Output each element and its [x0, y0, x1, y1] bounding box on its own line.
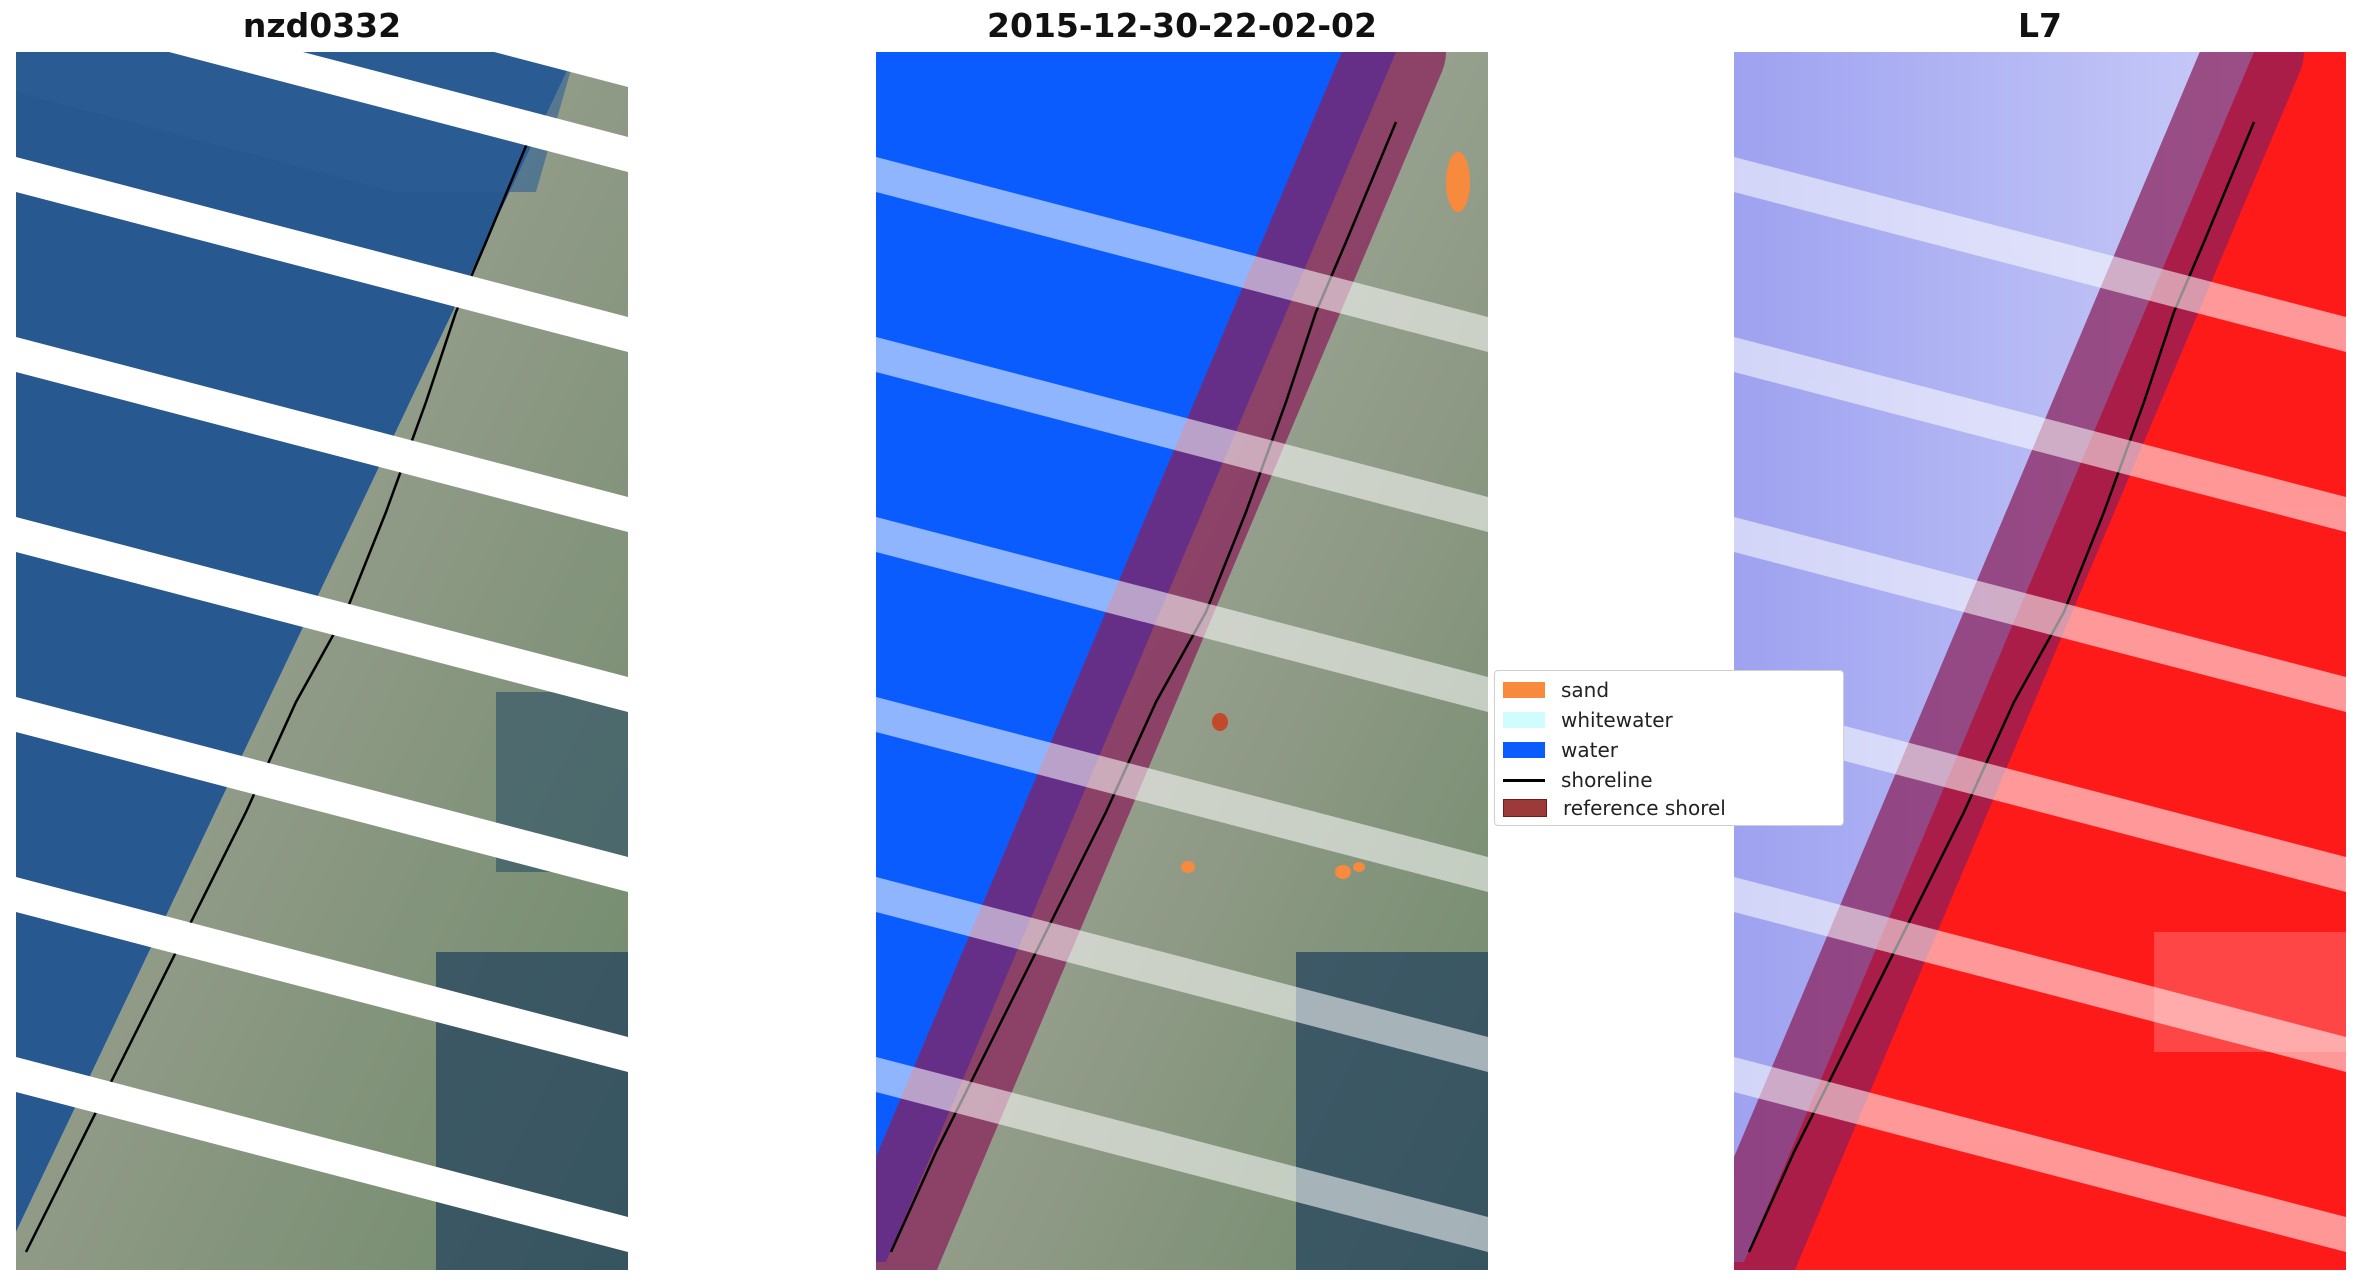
legend-label: whitewater	[1561, 708, 1673, 732]
legend-label: reference shorel	[1563, 796, 1726, 820]
sand-class-patches	[1181, 152, 1470, 879]
classified-image	[876, 52, 1488, 1270]
reference-shoreline-buffer	[876, 52, 1446, 1270]
legend-label: sand	[1561, 678, 1610, 702]
legend-swatch-sand	[1503, 682, 1545, 698]
legend-item-reference-shoreline: reference shorel	[1503, 795, 1726, 821]
legend-swatch-reference-shoreline	[1503, 799, 1547, 817]
legend: sand whitewater water shoreline referenc…	[1494, 670, 1844, 826]
legend-swatch-whitewater	[1503, 712, 1545, 728]
panel-title-classification: 2015-12-30-22-02-02	[987, 6, 1377, 45]
legend-item-sand: sand	[1503, 677, 1609, 703]
panel-title-index: L7	[2018, 6, 2062, 45]
scanline-gaps	[876, 157, 1488, 1252]
legend-item-water: water	[1503, 737, 1618, 763]
scanline-gaps	[16, 52, 628, 1252]
legend-swatch-water	[1503, 742, 1545, 758]
legend-label: shoreline	[1561, 768, 1653, 792]
scanline-gaps	[1734, 157, 2346, 1252]
legend-item-whitewater: whitewater	[1503, 707, 1673, 733]
legend-item-shoreline: shoreline	[1503, 767, 1653, 793]
reference-shoreline-buffer	[1734, 52, 2304, 1270]
rgb-satellite-image	[16, 52, 628, 1270]
index-image	[1734, 52, 2346, 1270]
panel-title-rgb: nzd0332	[242, 6, 402, 45]
legend-swatch-shoreline	[1503, 778, 1545, 782]
legend-label: water	[1561, 738, 1618, 762]
